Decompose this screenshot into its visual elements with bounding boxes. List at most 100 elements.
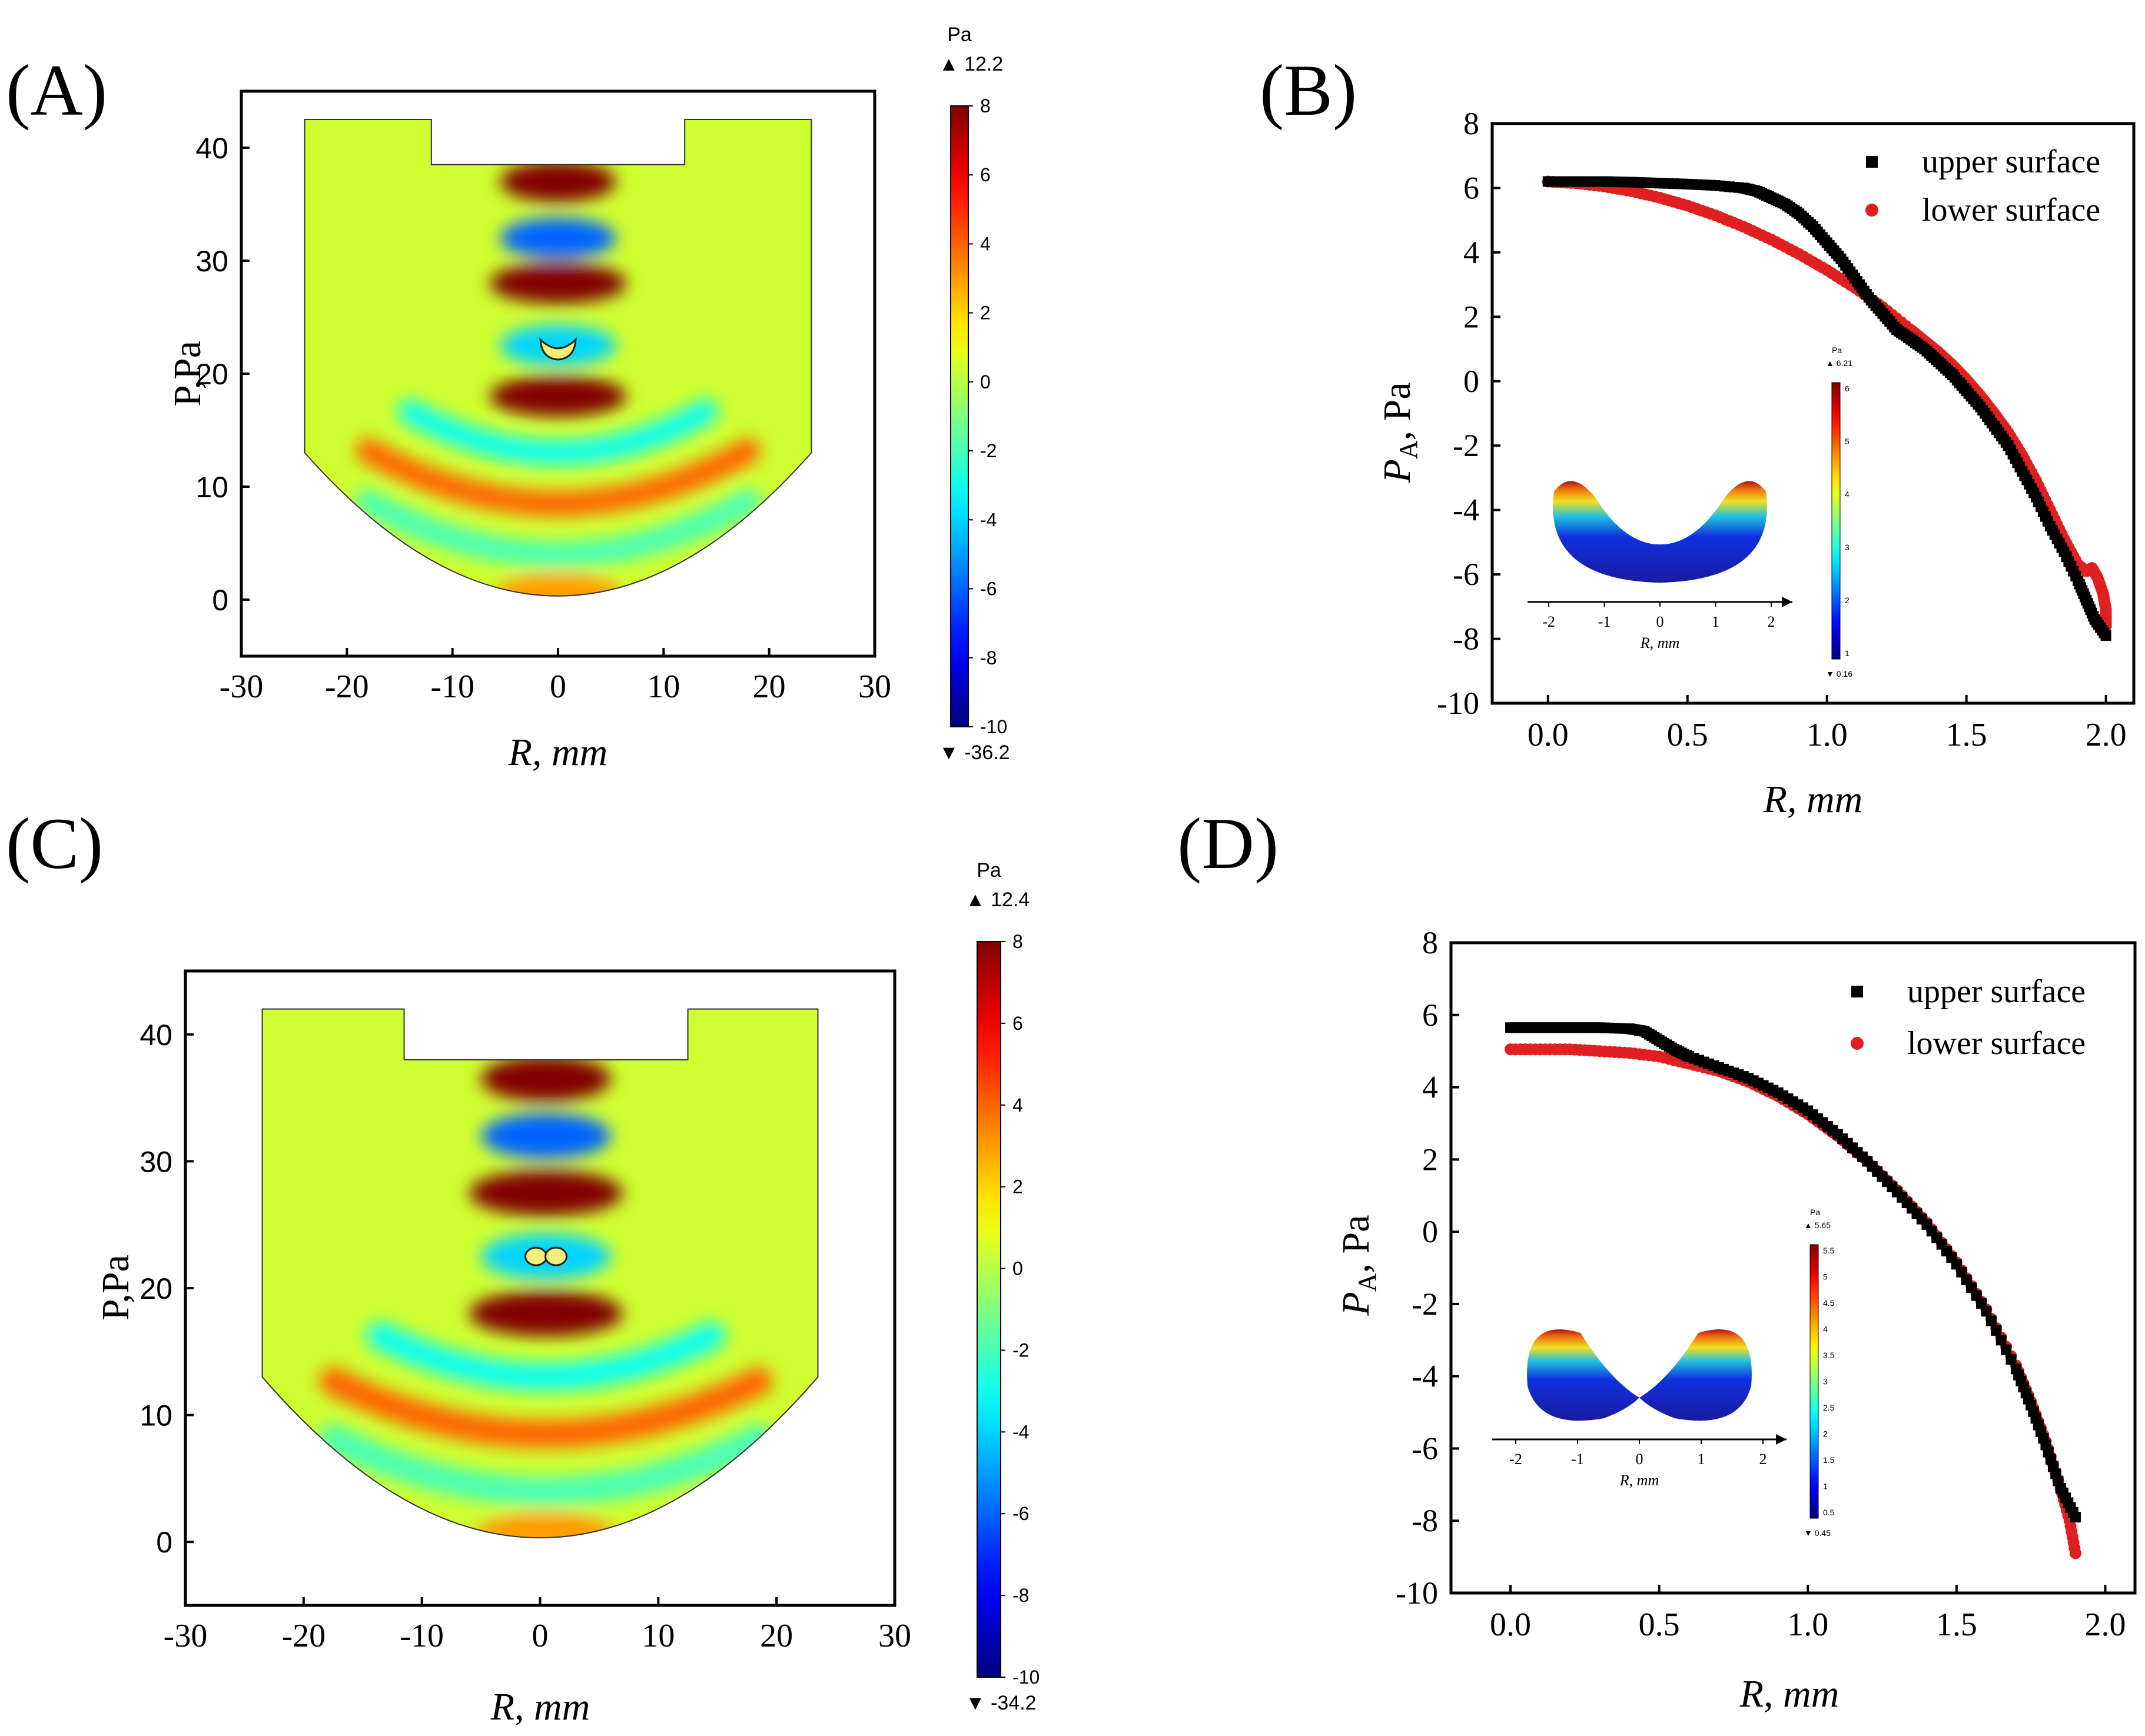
data-point: [1985, 1315, 1997, 1326]
y-tick-label: 0: [212, 584, 228, 617]
y-tick-label: 6: [1422, 997, 1438, 1033]
y-tick-label: -8: [1412, 1503, 1438, 1538]
x-tick-label: 0: [532, 1618, 549, 1654]
inset-colorbar-tick: 5: [1823, 1272, 1828, 1282]
inset-colorbar-tick: 1: [1823, 1482, 1828, 1491]
y-tick-label: 30: [140, 1145, 172, 1178]
y-tick-label: 10: [195, 471, 228, 504]
x-tick-label: 1.5: [1946, 717, 1987, 753]
colorbar-min-label: ▼ -34.2: [965, 1692, 1037, 1714]
inset-colorbar-max: ▲ 5.65: [1804, 1220, 1831, 1230]
colorbar-tick-label: 2: [1012, 1176, 1023, 1198]
colorbar-tick-label: 2: [980, 302, 991, 324]
y-tick-label: 40: [140, 1019, 172, 1052]
inset-colorbar-tick: 2: [1845, 596, 1850, 605]
pressure-band: [481, 1113, 611, 1159]
colorbar-tick-label: -4: [980, 509, 997, 530]
inset-tick-label: 0: [1636, 1451, 1643, 1468]
inset-colorbar: [1809, 1244, 1819, 1519]
pressure-band: [366, 1322, 726, 1391]
data-point: [2001, 1344, 2012, 1355]
y-tick-label: -10: [1437, 686, 1479, 721]
x-tick-label: 1.0: [1787, 1607, 1828, 1643]
x-tick-label: -10: [430, 669, 474, 705]
pressure-field: [262, 1009, 818, 1538]
colorbar-min-label: ▼ -36.2: [939, 741, 1010, 764]
y-tick-label: -6: [1453, 557, 1479, 592]
y-tick-label: 8: [1422, 925, 1438, 960]
series-upper-surface: [1505, 1022, 2081, 1523]
y-tick-label: 2: [1463, 299, 1479, 334]
x-tick-label: 0.5: [1667, 717, 1708, 753]
series-lower-surface: [1505, 1043, 2081, 1559]
inset-colorbar-tick: 0.5: [1823, 1508, 1835, 1517]
colorbar-tick-label: -10: [980, 716, 1007, 737]
x-tick-label: 2.0: [2086, 717, 2127, 753]
data-point: [1995, 1335, 2007, 1346]
y-tick-label: -2: [1453, 428, 1479, 463]
x-tick-label: 0.5: [1639, 1607, 1680, 1643]
inset-colorbar-max: ▲ 6.21: [1826, 358, 1852, 368]
colorbar-tick-label: 4: [1012, 1095, 1023, 1116]
colorbar-tick-label: 8: [980, 95, 991, 117]
y-tick-label: 4: [1422, 1070, 1438, 1105]
pressure-band: [469, 1170, 623, 1216]
inset-colorbar-unit: Pa: [1810, 1208, 1820, 1217]
x-tick-label: 20: [760, 1618, 793, 1654]
domain-outline: [261, 1008, 819, 1539]
inset-colorbar-tick: 4: [1845, 490, 1850, 499]
pressure-band: [356, 438, 761, 516]
inset-tick-label: -1: [1571, 1451, 1584, 1468]
pressure-band: [500, 325, 616, 366]
x-axis-label: R, mm: [1763, 778, 1863, 821]
y-tick-label: 20: [140, 1272, 172, 1305]
data-point: [1981, 1306, 1992, 1317]
inset-axis-arrow: [1782, 596, 1792, 607]
svg-text:PA, Pa: PA, Pa: [1376, 382, 1423, 483]
x-axis-label: R, mm: [490, 1685, 590, 1728]
x-axis-label: R, mm: [1739, 1672, 1839, 1715]
colorbar-max-label: ▲ 12.4: [965, 889, 1030, 911]
colorbar-tick-label: -2: [1012, 1339, 1029, 1361]
y-axis-label: P,Pa: [166, 341, 209, 407]
x-axis-label: R, mm: [508, 731, 608, 774]
inset-xlabel: R, mm: [1619, 1472, 1659, 1489]
inset-colorbar-tick: 3: [1845, 543, 1850, 552]
colorbar-tick-label: -6: [1012, 1503, 1029, 1524]
inset-tick-label: -2: [1509, 1451, 1522, 1468]
inset-tick-label: 2: [1759, 1451, 1767, 1468]
y-tick-label: 10: [140, 1399, 172, 1432]
y-tick-label: 0: [156, 1526, 172, 1559]
inset-tick-label: 0: [1656, 613, 1664, 630]
inset-colorbar-tick: 4: [1823, 1325, 1828, 1334]
y-tick-label: 4: [1463, 235, 1479, 270]
panel-label-c: (C): [6, 803, 103, 884]
legend-label: lower surface: [1907, 1025, 2086, 1062]
y-tick-label: -10: [1396, 1575, 1438, 1611]
colorbar-tick-label: 0: [980, 371, 991, 393]
panel-label-a: (A): [6, 50, 107, 131]
pressure-band: [397, 399, 719, 465]
inset-colorbar-tick: 2: [1823, 1429, 1828, 1439]
x-tick-label: -20: [325, 669, 369, 705]
x-tick-label: 2.0: [2084, 1607, 2126, 1643]
pressure-band: [475, 1512, 617, 1538]
droplet: [539, 337, 577, 361]
inset-droplet: [1527, 1329, 1752, 1421]
data-point: [2070, 1512, 2081, 1523]
inset-colorbar-tick: 4.5: [1823, 1298, 1835, 1308]
x-tick-label: -20: [282, 1618, 326, 1654]
legend-label: upper surface: [1922, 144, 2100, 180]
x-tick-label: 10: [647, 669, 680, 705]
colorbar-tick-label: -8: [980, 647, 997, 669]
colorbar-tick-label: 4: [980, 233, 991, 254]
legend-marker: [1866, 156, 1878, 168]
y-tick-label: 8: [1463, 106, 1479, 141]
inset-colorbar-tick: 1: [1845, 648, 1850, 658]
x-tick-label: -30: [164, 1618, 208, 1654]
domain-outline: [304, 119, 812, 597]
x-tick-label: 20: [753, 669, 786, 705]
x-tick-label: 0.0: [1528, 717, 1569, 753]
